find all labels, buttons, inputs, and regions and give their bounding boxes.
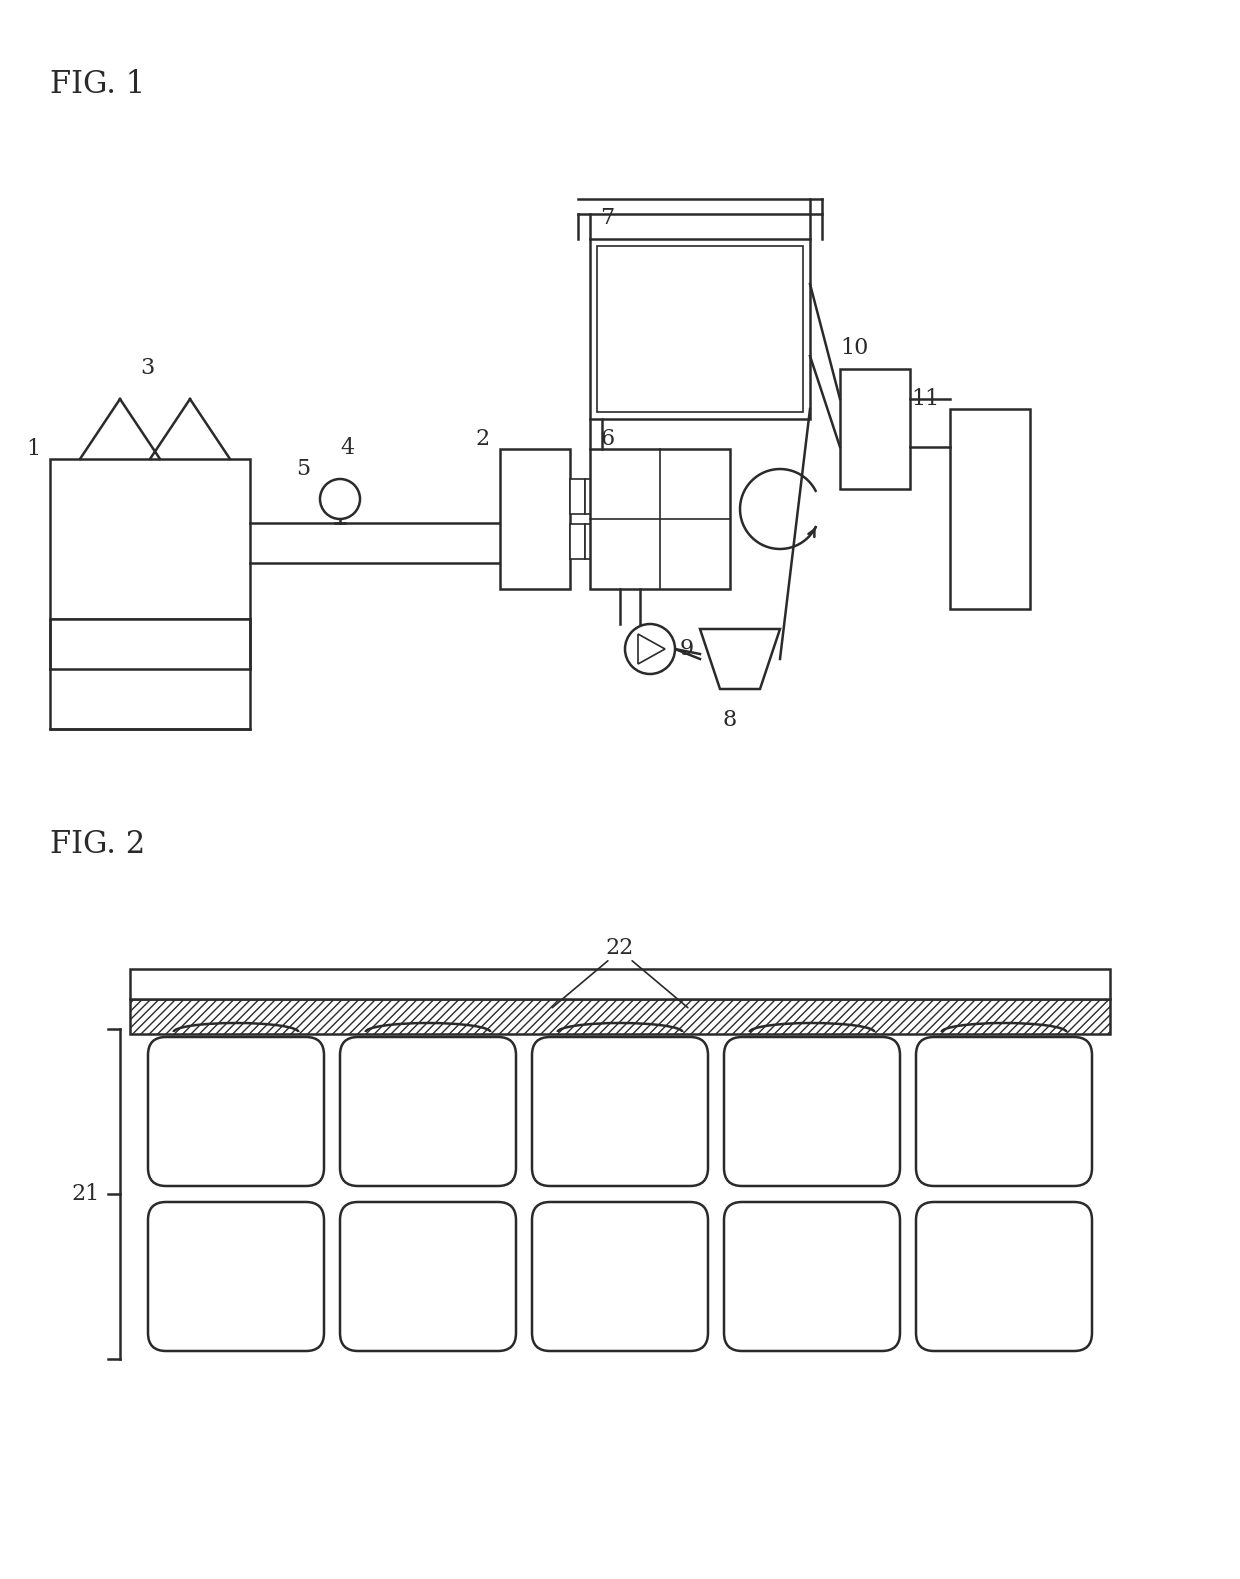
- FancyBboxPatch shape: [724, 1202, 900, 1352]
- Text: 9: 9: [680, 638, 694, 660]
- FancyBboxPatch shape: [916, 1202, 1092, 1352]
- Text: 22: 22: [606, 936, 634, 958]
- FancyBboxPatch shape: [585, 524, 593, 559]
- Text: 11: 11: [911, 388, 940, 411]
- FancyBboxPatch shape: [839, 369, 910, 489]
- FancyBboxPatch shape: [50, 459, 250, 619]
- FancyBboxPatch shape: [590, 238, 810, 418]
- Text: 5: 5: [296, 458, 310, 480]
- Text: FIG. 2: FIG. 2: [50, 829, 145, 861]
- Circle shape: [320, 478, 360, 519]
- Text: 1: 1: [26, 437, 40, 459]
- FancyBboxPatch shape: [50, 619, 250, 729]
- FancyBboxPatch shape: [570, 478, 585, 515]
- FancyBboxPatch shape: [340, 1202, 516, 1352]
- Polygon shape: [701, 628, 780, 688]
- FancyBboxPatch shape: [148, 1202, 324, 1352]
- FancyBboxPatch shape: [950, 409, 1030, 609]
- FancyBboxPatch shape: [532, 1037, 708, 1186]
- Text: 8: 8: [723, 709, 737, 731]
- FancyBboxPatch shape: [148, 1037, 324, 1186]
- Text: 4: 4: [340, 437, 355, 459]
- Text: 21: 21: [72, 1183, 100, 1205]
- Circle shape: [625, 624, 675, 674]
- FancyBboxPatch shape: [916, 1037, 1092, 1186]
- FancyBboxPatch shape: [585, 478, 593, 515]
- Text: 7: 7: [600, 207, 614, 229]
- FancyBboxPatch shape: [724, 1037, 900, 1186]
- Text: FIG. 1: FIG. 1: [50, 69, 145, 99]
- Polygon shape: [639, 635, 665, 665]
- FancyBboxPatch shape: [570, 524, 585, 559]
- FancyBboxPatch shape: [130, 970, 1110, 1000]
- FancyBboxPatch shape: [532, 1202, 708, 1352]
- Text: 6: 6: [600, 428, 614, 450]
- Text: 2: 2: [476, 428, 490, 450]
- FancyBboxPatch shape: [596, 246, 804, 412]
- FancyBboxPatch shape: [130, 1000, 1110, 1034]
- Text: 3: 3: [140, 357, 154, 379]
- FancyBboxPatch shape: [590, 448, 730, 589]
- FancyBboxPatch shape: [500, 448, 570, 589]
- Text: 10: 10: [839, 336, 868, 358]
- FancyBboxPatch shape: [340, 1037, 516, 1186]
